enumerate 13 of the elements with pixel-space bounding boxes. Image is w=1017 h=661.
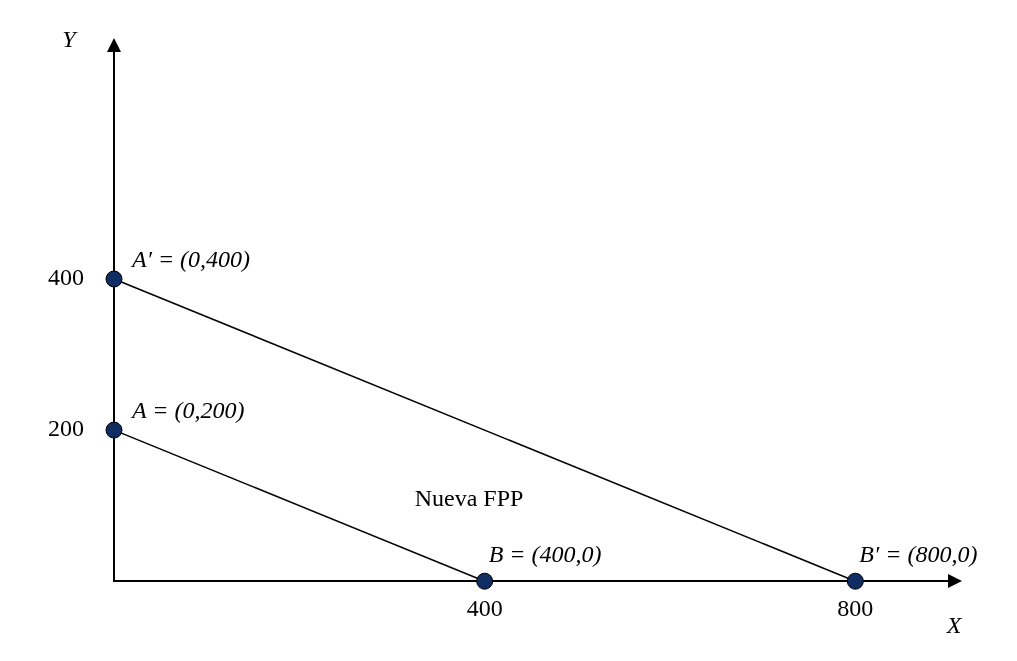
x-axis-title: X bbox=[945, 611, 963, 638]
annotation: A′ = (0,400) bbox=[130, 246, 251, 273]
point bbox=[476, 572, 494, 590]
point bbox=[846, 572, 864, 590]
annotation: Nueva FPP bbox=[414, 485, 524, 512]
y-axis-title: Y bbox=[62, 25, 79, 52]
annotation: B = (400,0) bbox=[488, 540, 602, 567]
annotation: A = (0,200) bbox=[130, 397, 245, 424]
y-tick-label: 200 bbox=[48, 415, 84, 442]
point bbox=[105, 421, 123, 439]
annotation: B′ = (800,0) bbox=[859, 540, 978, 567]
point bbox=[105, 270, 123, 288]
x-tick-label: 800 bbox=[837, 594, 874, 621]
